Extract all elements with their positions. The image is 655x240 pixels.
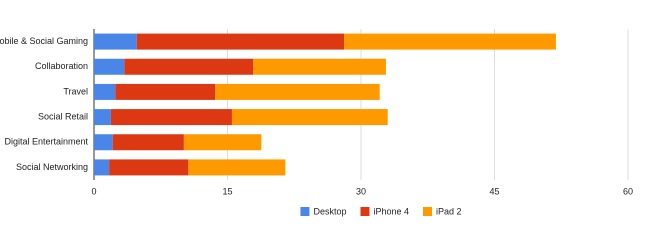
y-tick-label: Travel <box>63 86 88 96</box>
x-tick-label: 30 <box>356 186 366 196</box>
legend-swatch <box>300 207 310 216</box>
bar-segment <box>109 159 189 176</box>
bar-segment <box>124 58 254 75</box>
chart: 0 15 30 45 60 Mobile & Social Gaming Collabora… <box>0 29 633 216</box>
bar-segment <box>183 134 262 151</box>
bar-segment <box>94 109 111 126</box>
x-tick-label: 45 <box>489 186 499 196</box>
bar-segment <box>231 109 388 126</box>
bar-segment <box>188 159 286 176</box>
legend-label: Desktop <box>313 206 346 216</box>
x-tick-label: 60 <box>623 186 633 196</box>
bar-segment <box>215 83 380 100</box>
legend-swatch <box>360 207 370 216</box>
bar-segment <box>94 159 110 176</box>
y-tick-label: Social Networking <box>16 162 88 172</box>
x-tick-label: 0 <box>91 186 96 196</box>
legend-swatch <box>423 207 433 216</box>
bar-segment <box>112 134 184 151</box>
legend-label: iPad 2 <box>436 206 462 216</box>
bar-segment <box>136 33 345 50</box>
y-tick-label: Digital Entertainment <box>4 137 88 147</box>
bar-segment <box>115 83 216 100</box>
y-tick-label: Mobile & Social Gaming <box>0 36 88 46</box>
legend-label: iPhone 4 <box>373 206 409 216</box>
bar-segment <box>110 109 232 126</box>
bar-segment <box>94 33 137 50</box>
bar-segment <box>94 83 116 100</box>
x-tick-label: 15 <box>222 186 232 196</box>
bar-segment <box>253 58 386 75</box>
bar-segment <box>94 134 113 151</box>
bar-segment <box>344 33 556 50</box>
y-tick-label: Collaboration <box>35 61 88 71</box>
bar-segment <box>94 58 125 75</box>
y-tick-label: Social Retail <box>38 111 88 121</box>
